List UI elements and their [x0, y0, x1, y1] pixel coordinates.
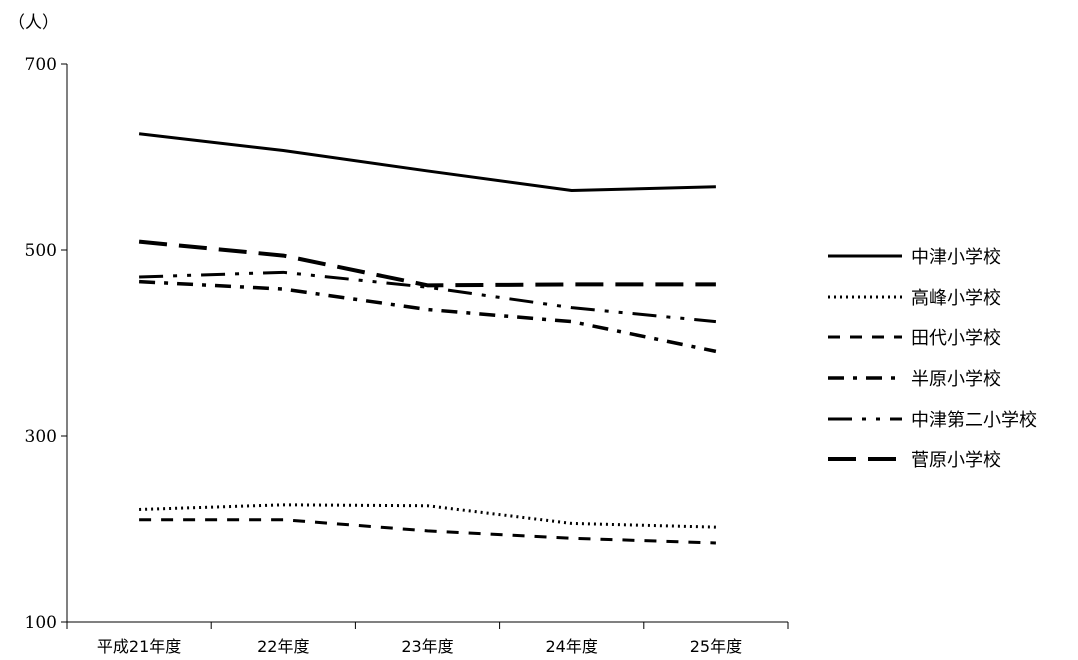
legend-swatch [828, 457, 902, 462]
axes [66, 64, 788, 623]
legend-label: 半原小学校 [911, 369, 1001, 391]
legend-item: 高峰小学校 [828, 277, 1037, 318]
legend-item: 中津小学校 [828, 236, 1037, 277]
x-tick-label: 平成21年度 [97, 637, 181, 656]
tick-layer: 100 300 500 700 平成21年度 22年度 23年度 24年度 25年度 [25, 55, 789, 656]
legend-swatch [828, 376, 902, 380]
legend-swatch [828, 254, 902, 258]
series-line-6 [138, 239, 716, 288]
legend-label: 田代小学校 [911, 328, 1001, 350]
y-tick-label: 500 [25, 241, 57, 261]
legend-label: 中津小学校 [911, 247, 1001, 269]
x-tick-label: 22年度 [257, 637, 309, 656]
series-line-3 [139, 518, 716, 545]
legend-item: 中津第二小学校 [828, 398, 1037, 439]
legend-item: 田代小学校 [828, 317, 1037, 358]
legend-swatch [828, 335, 902, 339]
legend-label: 菅原小学校 [911, 450, 1001, 472]
legend-swatch [828, 417, 902, 421]
series-line-5 [139, 270, 717, 324]
x-tick-label: 25年度 [690, 637, 742, 656]
y-tick-label: 700 [25, 55, 57, 75]
y-tick-label: 100 [25, 613, 57, 633]
series-line-2 [139, 503, 716, 529]
legend-label: 高峰小学校 [911, 287, 1001, 309]
series-layer [138, 132, 717, 545]
legend-label: 中津第二小学校 [911, 409, 1037, 431]
y-axis-unit: （人） [8, 13, 59, 33]
legend: 中津小学校高峰小学校田代小学校半原小学校中津第二小学校 菅原小学校 [828, 236, 1037, 480]
legend-swatch [828, 295, 902, 299]
legend-item: 菅原小学校 [828, 439, 1037, 480]
y-tick-label: 300 [25, 427, 57, 447]
x-tick-label: 24年度 [546, 637, 598, 656]
legend-item: 半原小学校 [828, 358, 1037, 399]
series-line-4 [139, 279, 717, 354]
x-tick-label: 23年度 [401, 637, 453, 656]
series-line-1 [138, 132, 716, 192]
